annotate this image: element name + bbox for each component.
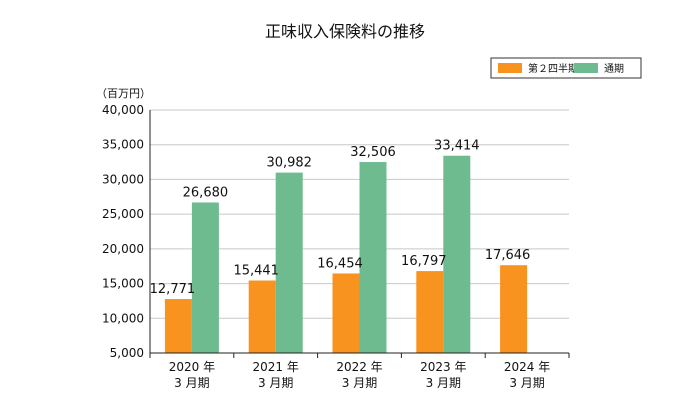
data-label-q2: 15,441 (233, 264, 279, 279)
y-tick-label: 30,000 (102, 172, 144, 186)
legend-label-q2: 第２四半期 (528, 62, 578, 75)
x-tick-label-period: 3 月期 (342, 376, 377, 390)
data-labels: 12,771 26,680 15,441 30,982 16,454 32,506 16,7… (150, 139, 531, 297)
x-tick-label-period: 3 月期 (174, 376, 209, 390)
bar-full-year (191, 202, 219, 353)
y-tick-label: 35,000 (102, 138, 144, 152)
y-tick-label: 20,000 (102, 242, 144, 256)
x-tick-label-period: 3 月期 (509, 376, 544, 390)
legend-label-full-year: 通期 (604, 63, 624, 75)
data-label-q2: 12,771 (150, 282, 196, 297)
y-tick-label: 15,000 (102, 277, 144, 291)
x-tick-label-year: 2022 年 (336, 360, 382, 374)
bar-full-year (443, 155, 471, 353)
data-label-full-year: 26,680 (183, 185, 229, 200)
data-label-full-year: 33,414 (434, 139, 480, 154)
legend: 第２四半期 通期 (490, 57, 642, 79)
x-tick-label-year: 2024 年 (504, 360, 550, 374)
axes (149, 110, 570, 358)
bar-full-year (359, 162, 387, 353)
chart-title: 正味収入保険料の推移 (265, 22, 425, 41)
bar-q2 (248, 280, 276, 353)
bar-q2 (332, 273, 360, 353)
y-tick-label: 5,000 (110, 346, 144, 360)
x-tick-label-year: 2023 年 (420, 360, 466, 374)
x-tick-label-year: 2021 年 (253, 360, 299, 374)
x-tick-label-period: 3 月期 (258, 376, 293, 390)
bar-q2 (416, 271, 444, 353)
x-tick-label-period: 3 月期 (426, 376, 461, 390)
legend-box (490, 57, 642, 79)
legend-swatch-full-year (574, 63, 598, 73)
data-label-full-year: 30,982 (266, 156, 312, 171)
bar-full-year (275, 172, 303, 353)
bar-q2 (500, 265, 528, 353)
data-label-full-year: 32,506 (350, 145, 396, 160)
x-axis-labels: 2020 年 3 月期 2021 年 3 月期 2022 年 3 月期 2023 年 3 月期… (169, 360, 551, 390)
y-axis-unit-label: （百万円） (96, 87, 151, 100)
y-tick-label: 10,000 (102, 311, 144, 325)
y-tick-label: 40,000 (102, 103, 144, 117)
legend-swatch-q2 (498, 63, 522, 73)
bars (164, 155, 528, 353)
data-label-q2: 17,646 (485, 248, 531, 263)
data-label-q2: 16,797 (401, 254, 447, 269)
x-tick-label-year: 2020 年 (169, 360, 215, 374)
bar-q2 (164, 299, 192, 353)
y-axis-ticks: 5,000 10,000 15,000 20,000 25,000 30,000 35,00… (102, 103, 144, 360)
data-label-q2: 16,454 (317, 256, 363, 271)
y-tick-label: 25,000 (102, 207, 144, 221)
